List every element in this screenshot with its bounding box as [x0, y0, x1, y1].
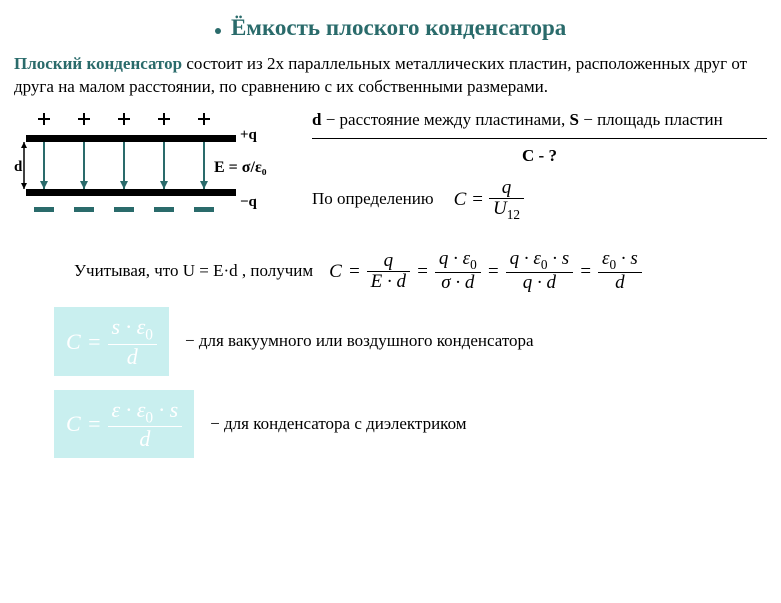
definition-row: По определению C = q U12	[312, 178, 767, 222]
dielectric-formula-row: C= ε · ε0 · sd − для конденсатора с диэл…	[54, 390, 767, 459]
intro-paragraph: Плоский конденсатор состоит из 2х паралл…	[14, 53, 767, 99]
top-section: d +q −q E = σ/ε₀ d − расстояние между пл…	[14, 107, 767, 236]
e-field-label: E = σ/ε₀	[214, 157, 267, 179]
page-title: Ёмкость плоского конденсатора	[231, 15, 566, 40]
intro-term: Плоский конденсатор	[14, 54, 182, 73]
q-bot-label: −q	[240, 192, 257, 212]
d-label: d	[14, 157, 22, 177]
given-s-txt: − площадь пластин	[579, 110, 723, 129]
def-lhs: C	[454, 187, 467, 213]
q-top-label: +q	[240, 125, 257, 145]
derivation-chain: C= qE · d = q · ε0σ · d = q · ε0 · sq · …	[329, 249, 642, 293]
find-line: C - ?	[312, 145, 767, 168]
capacitor-diagram: d +q −q E = σ/ε₀	[14, 107, 294, 234]
derivation-row: Учитывая, что U = E·d , получим C= qE · …	[74, 249, 767, 293]
def-frac: q U12	[489, 178, 524, 222]
dielectric-formula: C= ε · ε0 · sd	[54, 390, 194, 459]
title-row: Ёмкость плоского конденсатора	[14, 12, 767, 43]
definition-label: По определению	[312, 188, 434, 211]
definition-equation: C = q U12	[454, 178, 524, 222]
vacuum-note: − для вакуумного или воздушного конденса…	[185, 330, 534, 353]
given-line: d − расстояние между пластинами, S − пло…	[312, 107, 767, 139]
problem-box: d − расстояние между пластинами, S − пло…	[312, 107, 767, 236]
vacuum-formula: C= s · ε0d	[54, 307, 169, 376]
derivation-label: Учитывая, что U = E·d , получим	[74, 260, 313, 283]
bullet-icon	[215, 28, 221, 34]
given-d-txt: − расстояние между пластинами,	[321, 110, 569, 129]
dielectric-note: − для конденсатора с диэлектриком	[210, 413, 466, 436]
vacuum-formula-row: C= s · ε0d − для вакуумного или воздушно…	[54, 307, 767, 376]
given-s: S	[570, 110, 579, 129]
